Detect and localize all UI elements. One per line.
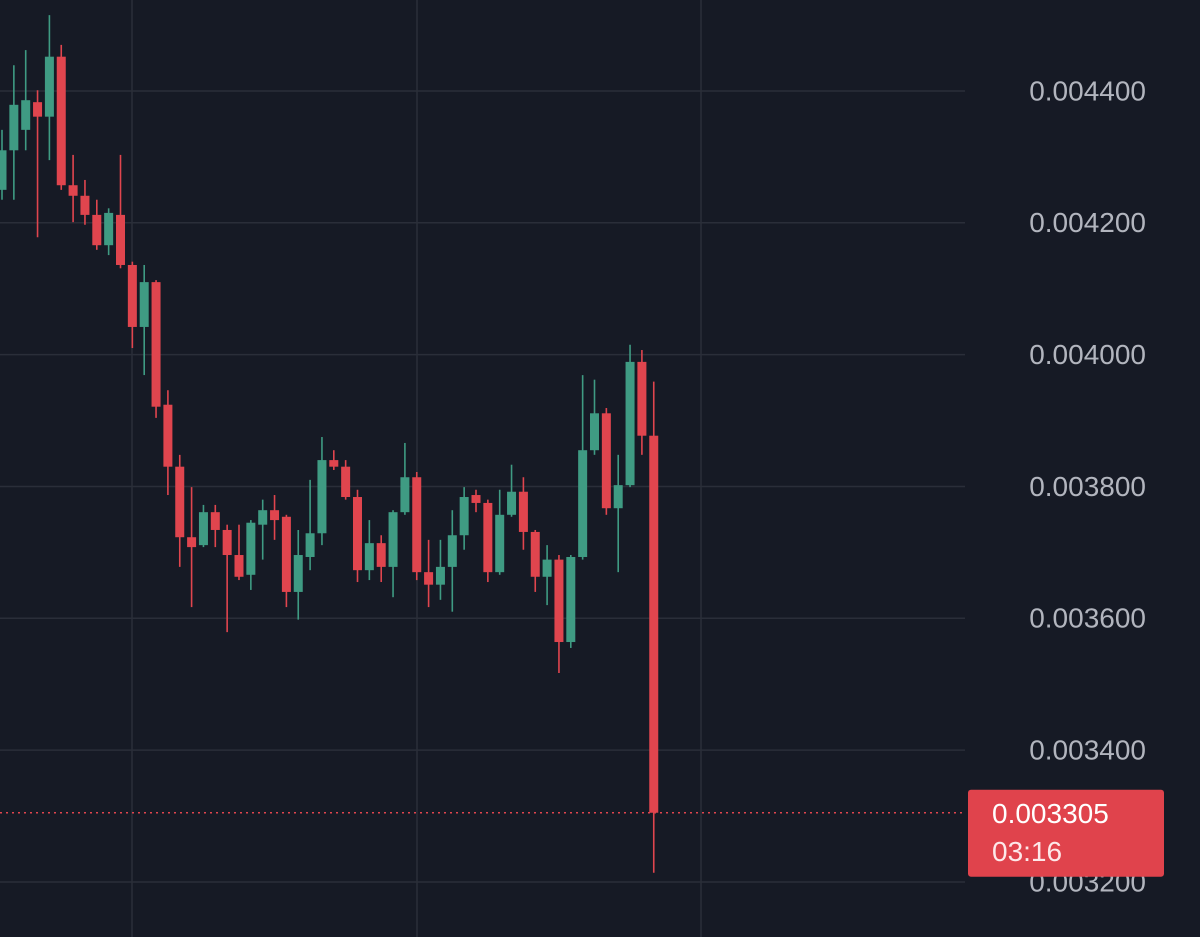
candle-body — [495, 514, 505, 573]
candle-body — [127, 264, 137, 327]
y-tick-label: 0.003800 — [1029, 471, 1146, 502]
candle-body — [258, 510, 268, 525]
candle-body — [554, 559, 564, 643]
candle-body — [625, 361, 635, 486]
candle-body — [222, 529, 232, 556]
y-tick-label: 0.003400 — [1029, 735, 1146, 766]
candle-body — [0, 150, 7, 190]
candle-body — [530, 531, 540, 577]
candle-body — [424, 572, 434, 585]
candle-body — [21, 100, 31, 130]
candle-body — [281, 516, 291, 592]
y-tick-label: 0.004400 — [1029, 75, 1146, 106]
candle-body — [246, 522, 256, 575]
candle-body — [187, 537, 197, 548]
candle-body — [364, 543, 374, 571]
y-tick-label: 0.004200 — [1029, 207, 1146, 238]
candle-body — [483, 502, 493, 573]
candle-body — [210, 512, 220, 530]
last-price: 0.003305 03:16 — [0, 789, 1164, 877]
candle-body — [329, 460, 339, 467]
candle-body — [613, 485, 623, 509]
candle-body — [151, 282, 161, 407]
candle-body — [341, 466, 351, 498]
candle-body — [305, 533, 315, 557]
candle-body — [68, 185, 78, 196]
countdown: 03:16 — [992, 836, 1062, 867]
candle-body — [270, 510, 280, 521]
candle-body — [104, 212, 114, 246]
candle-body — [317, 460, 327, 534]
candle-body — [471, 495, 481, 503]
candle-body — [601, 413, 611, 509]
grid — [0, 90, 965, 883]
candle-body — [412, 477, 422, 573]
candle-body — [566, 556, 576, 643]
candle-body — [44, 56, 54, 117]
candle-body — [447, 535, 457, 567]
candle-body — [388, 512, 398, 567]
candle-body — [400, 477, 410, 513]
candle-body — [116, 214, 125, 265]
candle-body — [175, 466, 185, 538]
candle-body — [92, 214, 102, 246]
last-price-label: 0.003305 — [992, 798, 1109, 829]
candle-body — [198, 512, 208, 546]
candle-body — [80, 195, 90, 215]
y-tick-label: 0.003600 — [1029, 603, 1146, 634]
candle-body — [163, 404, 173, 467]
candle-body — [542, 559, 552, 577]
candle-body — [139, 282, 149, 327]
candle-body — [33, 102, 43, 117]
candle-body — [649, 435, 659, 813]
y-tick-label: 0.004000 — [1029, 339, 1146, 370]
candle-body — [9, 104, 19, 151]
candle-body — [353, 497, 362, 571]
candle-body — [578, 450, 588, 557]
candle-body — [293, 555, 303, 592]
last-price-box — [968, 789, 1164, 877]
candle-body — [637, 361, 647, 436]
candle-body — [507, 491, 517, 515]
candle-body — [435, 566, 445, 585]
candle-body — [518, 491, 528, 532]
candle-body — [459, 497, 469, 536]
candles — [0, 15, 659, 873]
price-axis: 0.004400 0.004200 0.004000 0.003800 0.003600… — [1029, 75, 1146, 897]
candle-body — [376, 543, 386, 567]
candle-body — [56, 56, 66, 186]
candle-body — [590, 413, 599, 451]
candle-body — [234, 555, 244, 577]
